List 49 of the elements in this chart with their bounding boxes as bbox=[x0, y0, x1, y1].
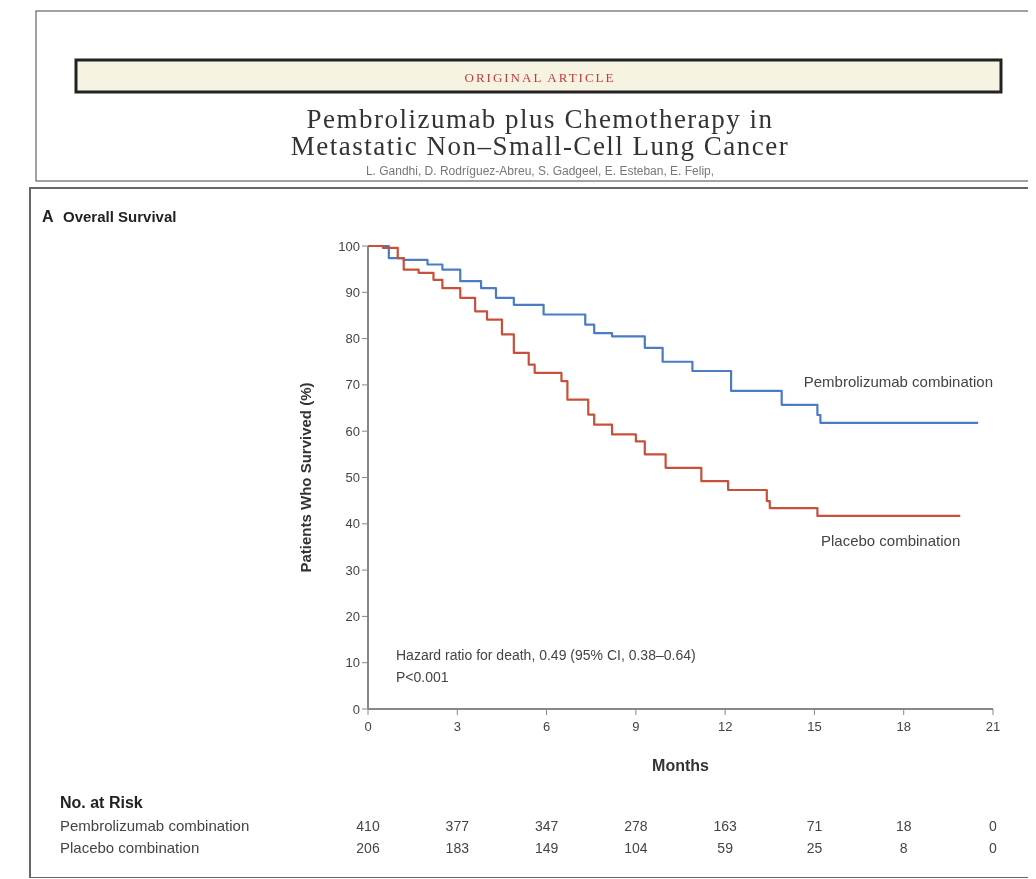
series-label: Pembrolizumab combination bbox=[803, 372, 993, 390]
text: 8 bbox=[899, 840, 908, 856]
x-tick-label: 3 bbox=[453, 719, 461, 734]
text: 347 bbox=[534, 818, 559, 834]
text: 183 bbox=[445, 840, 470, 856]
text: 410 bbox=[356, 818, 380, 834]
y-tick-label: 70 bbox=[345, 377, 360, 393]
x-tick-label: 21 bbox=[985, 719, 1001, 734]
text: 71 bbox=[806, 818, 823, 834]
x-tick-label: 12 bbox=[717, 719, 733, 734]
text: 25 bbox=[806, 840, 823, 856]
text: 149 bbox=[534, 840, 559, 856]
annotation: P<0.001 bbox=[396, 669, 449, 685]
chart-subtitle: L. Gandhi, D. Rodríguez-Abreu, S. Gadgeel, E. Esteban, E. Felip, bbox=[365, 164, 715, 178]
annotation: Hazard ratio for death, 0.49 (95% CI, 0.38–0.64) bbox=[396, 647, 696, 663]
chart-title: Pembrolizumab plus Chemotherapy in Metastatic Non–Small-Cell Lung Cancer bbox=[290, 104, 790, 161]
text: ORIGINAL ARTICLE bbox=[464, 70, 616, 85]
y-tick-label: 40 bbox=[345, 516, 360, 532]
text: 0 bbox=[989, 840, 998, 856]
y-tick-label: 100 bbox=[338, 238, 360, 254]
x-tick-label: 18 bbox=[896, 719, 911, 734]
text: 18 bbox=[895, 818, 912, 834]
text: 377 bbox=[445, 818, 470, 834]
y-tick-label: 60 bbox=[345, 423, 360, 439]
y-tick-label: 20 bbox=[345, 608, 360, 624]
text: Placebo combination bbox=[60, 839, 200, 856]
x-axis-title: Months bbox=[652, 757, 710, 774]
text: Overall Survival bbox=[63, 208, 177, 225]
text: A bbox=[42, 208, 54, 225]
y-tick-label: 80 bbox=[345, 331, 360, 347]
series-label: Placebo combination bbox=[821, 531, 961, 549]
y-tick-label: 90 bbox=[345, 284, 360, 300]
text: 0 bbox=[989, 818, 998, 834]
y-tick-label: 10 bbox=[345, 655, 360, 671]
y-tick-label: 0 bbox=[352, 701, 360, 717]
text: 278 bbox=[624, 818, 648, 834]
text: 206 bbox=[356, 840, 380, 856]
x-tick-label: 15 bbox=[807, 719, 822, 734]
text: Pembrolizumab combination bbox=[60, 817, 250, 834]
text: 163 bbox=[713, 818, 738, 834]
y-tick-label: 50 bbox=[345, 470, 360, 486]
text: 59 bbox=[717, 840, 734, 856]
y-tick-label: 30 bbox=[345, 562, 360, 578]
text: No. at Risk bbox=[60, 794, 143, 811]
x-tick-label: 6 bbox=[542, 719, 551, 734]
text: 104 bbox=[624, 840, 648, 856]
x-tick-label: 9 bbox=[632, 719, 640, 734]
x-tick-label: 0 bbox=[364, 719, 372, 734]
y-axis-title: Patients Who Survived (%) bbox=[297, 382, 314, 573]
